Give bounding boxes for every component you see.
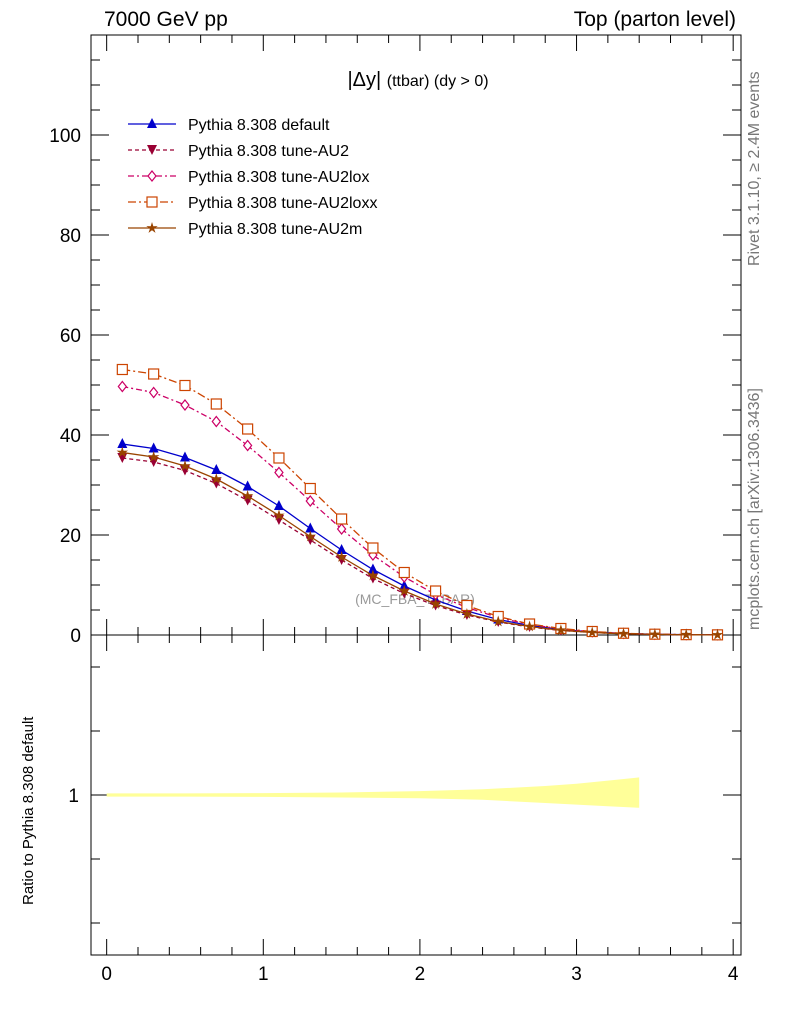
y-tick-label: 100 bbox=[49, 126, 81, 147]
data-point-0 bbox=[273, 500, 284, 510]
plot-title: |Δy| (ttbar) (dy > 0) bbox=[347, 69, 488, 91]
data-point-4 bbox=[523, 620, 536, 632]
series-line-4 bbox=[122, 451, 718, 636]
data-point-4 bbox=[429, 598, 442, 609]
y-tick-label: 20 bbox=[60, 526, 81, 547]
data-point-4 bbox=[617, 627, 630, 639]
data-point-0 bbox=[242, 480, 253, 491]
legend-marker-2 bbox=[147, 170, 157, 182]
data-point-3 bbox=[179, 379, 191, 392]
y-tick-label: 80 bbox=[60, 226, 81, 247]
data-point-0 bbox=[117, 438, 128, 448]
data-point-3 bbox=[336, 513, 348, 525]
data-point-4 bbox=[273, 509, 285, 521]
data-point-3 bbox=[148, 368, 160, 380]
y-tick-label: 60 bbox=[60, 326, 81, 347]
legend-label-2: Pythia 8.308 tune-AU2lox bbox=[188, 169, 369, 186]
legend-label-4: Pythia 8.308 tune-AU2m bbox=[188, 221, 362, 238]
data-point-0 bbox=[211, 464, 222, 474]
data-point-4 bbox=[711, 628, 724, 640]
y-tick-label: 40 bbox=[60, 426, 81, 447]
data-point-0 bbox=[179, 451, 190, 462]
data-point-2 bbox=[274, 466, 284, 479]
legend-label-3: Pythia 8.308 tune-AU2loxx bbox=[188, 195, 377, 212]
data-point-3 bbox=[116, 363, 128, 376]
data-point-2 bbox=[180, 399, 190, 411]
data-point-2 bbox=[148, 386, 159, 399]
x-tick-label: 2 bbox=[415, 964, 426, 985]
series-line-1 bbox=[122, 457, 718, 636]
legend-marker-3 bbox=[146, 196, 158, 208]
data-point-4 bbox=[241, 490, 254, 501]
x-tick-label: 3 bbox=[571, 964, 582, 985]
header-right: Top (parton level) bbox=[573, 8, 736, 31]
data-point-3 bbox=[210, 398, 222, 410]
legend-label-1: Pythia 8.308 tune-AU2 bbox=[188, 143, 349, 160]
data-point-4 bbox=[147, 451, 160, 462]
data-point-0 bbox=[305, 522, 316, 533]
data-point-4 bbox=[492, 615, 504, 627]
data-point-3 bbox=[367, 542, 379, 554]
data-point-4 bbox=[210, 473, 222, 484]
legend-marker-4 bbox=[146, 222, 158, 233]
data-point-0 bbox=[367, 563, 378, 574]
data-point-4 bbox=[649, 628, 661, 640]
data-point-4 bbox=[461, 608, 473, 619]
data-point-1 bbox=[336, 555, 347, 565]
data-point-3 bbox=[398, 566, 410, 579]
analysis-watermark: (MC_FBA_TTBAR) bbox=[355, 591, 475, 607]
x-tick-label: 1 bbox=[258, 964, 269, 985]
x-tick-label: 0 bbox=[101, 964, 112, 985]
data-point-4 bbox=[555, 624, 567, 636]
data-point-1 bbox=[367, 573, 378, 584]
data-point-2 bbox=[336, 523, 347, 535]
data-point-2 bbox=[305, 495, 316, 507]
data-point-2 bbox=[117, 380, 128, 393]
data-point-4 bbox=[398, 585, 410, 596]
data-point-4 bbox=[304, 530, 316, 542]
data-point-4 bbox=[586, 626, 598, 638]
data-point-3 bbox=[242, 423, 254, 435]
data-point-4 bbox=[367, 569, 379, 581]
data-point-4 bbox=[116, 446, 128, 458]
data-point-4 bbox=[179, 460, 191, 471]
ratio-y-tick-label: 1 bbox=[68, 786, 79, 807]
data-point-4 bbox=[680, 628, 692, 640]
data-point-3 bbox=[273, 452, 285, 464]
data-point-3 bbox=[429, 585, 442, 597]
legend-marker-0 bbox=[147, 118, 157, 128]
data-point-0 bbox=[399, 580, 410, 590]
data-point-3 bbox=[304, 482, 316, 495]
data-point-2 bbox=[242, 439, 253, 452]
ratio-uncertainty-band bbox=[106, 777, 640, 808]
data-point-4 bbox=[335, 551, 348, 562]
y-tick-label: 0 bbox=[70, 626, 81, 647]
data-point-2 bbox=[211, 415, 222, 428]
data-point-0 bbox=[148, 442, 159, 453]
data-point-0 bbox=[336, 544, 347, 554]
legend-label-0: Pythia 8.308 default bbox=[188, 117, 330, 134]
x-tick-label: 4 bbox=[728, 964, 739, 985]
header-left: 7000 GeV pp bbox=[104, 8, 228, 31]
legend-marker-1 bbox=[147, 145, 157, 155]
